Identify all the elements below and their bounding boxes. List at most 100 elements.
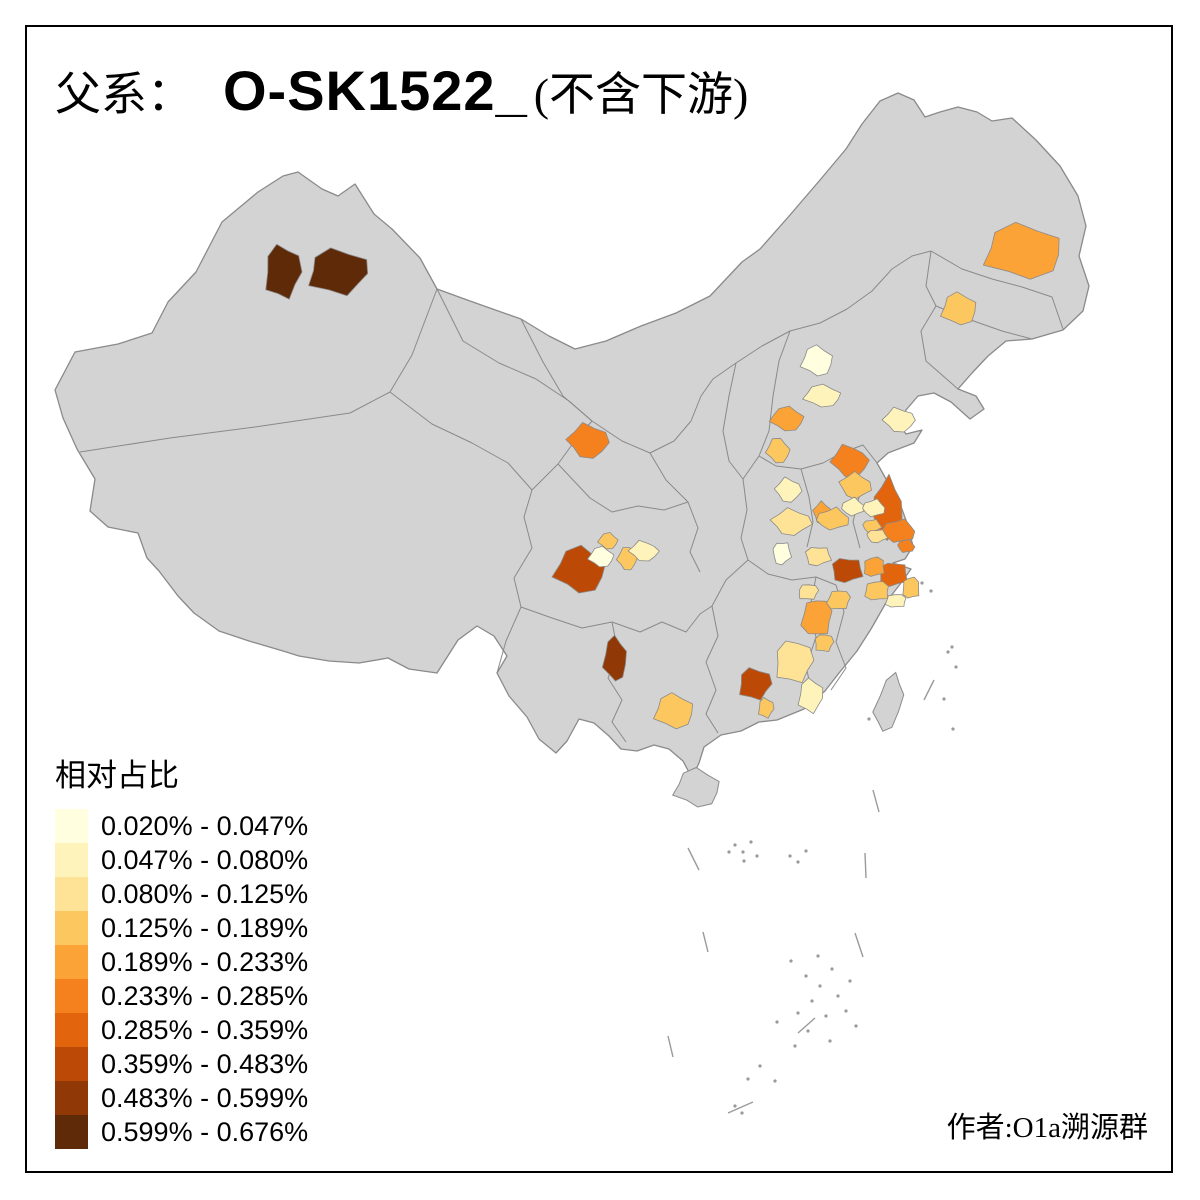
islet-dot	[929, 589, 933, 593]
province-border	[79, 288, 438, 453]
legend-item: 0.483% - 0.599%	[55, 1081, 308, 1115]
islet-dot	[954, 665, 958, 669]
map-region	[565, 422, 610, 459]
islet-dot	[773, 1079, 777, 1083]
page-title: 父系： O-SK1522_ (不含下游)	[55, 58, 748, 124]
legend-swatch	[55, 1013, 88, 1047]
province-border	[687, 501, 701, 573]
legend-swatch	[55, 877, 88, 911]
map-region	[653, 692, 693, 730]
islet-dot	[951, 727, 955, 731]
map-region	[826, 590, 851, 610]
islet-dot	[836, 994, 840, 998]
map-region	[799, 344, 833, 377]
map-region	[897, 538, 916, 553]
legend-item: 0.080% - 0.125%	[55, 877, 308, 911]
province-border	[520, 605, 713, 633]
map-region	[814, 634, 835, 652]
islet-dot	[854, 1024, 858, 1028]
islet-dot	[806, 1029, 810, 1033]
map-region	[862, 498, 886, 518]
province-border	[758, 444, 878, 470]
map-region	[776, 640, 815, 683]
islet-dot	[755, 854, 759, 858]
islet-dot	[796, 1011, 800, 1015]
legend-item: 0.047% - 0.080%	[55, 843, 308, 877]
islet-dot	[775, 1020, 779, 1024]
legend-swatch	[55, 1047, 88, 1081]
province-border	[520, 250, 932, 454]
province-border	[920, 250, 959, 390]
islet-dot	[818, 984, 822, 988]
map-region	[841, 496, 865, 517]
map-region	[597, 532, 619, 550]
legend-label: 0.285% - 0.359%	[101, 1015, 309, 1045]
legend-label: 0.483% - 0.599%	[101, 1083, 309, 1113]
province-border	[740, 478, 837, 586]
boundary-dash	[702, 931, 709, 953]
map-region	[864, 556, 885, 577]
island-taiwan	[872, 671, 905, 732]
legend-label: 0.189% - 0.233%	[101, 947, 309, 977]
map-region	[983, 221, 1060, 280]
islet-dot	[733, 1104, 737, 1108]
legend-item: 0.359% - 0.483%	[55, 1047, 308, 1081]
map-region	[768, 405, 805, 432]
islet-dot	[758, 1064, 762, 1068]
islet-dot	[816, 954, 820, 958]
legend-title: 相对占比	[55, 758, 179, 793]
islet-dot	[824, 1014, 828, 1018]
islet-dot	[828, 1039, 832, 1043]
map-region	[884, 594, 907, 608]
province-border	[930, 250, 1064, 330]
legend-item: 0.189% - 0.233%	[55, 945, 308, 979]
legend-label: 0.080% - 0.125%	[101, 879, 309, 909]
boundary-dash	[797, 1017, 816, 1034]
legend-label: 0.047% - 0.080%	[101, 845, 309, 875]
legend-swatch	[55, 809, 88, 843]
islet-dot	[740, 1111, 744, 1115]
legend-swatch	[55, 945, 88, 979]
legend-swatch	[55, 1115, 88, 1149]
map-region	[829, 443, 870, 478]
legend-swatch	[55, 843, 88, 877]
legend-label: 0.125% - 0.189%	[101, 913, 309, 943]
islet-dot	[950, 645, 954, 649]
boundary-dash	[667, 1035, 674, 1058]
map-region	[940, 291, 977, 326]
boundary-dash	[727, 1101, 754, 1114]
legend-items: 0.020% - 0.047% 0.047% - 0.080% 0.080% - 0…	[55, 809, 308, 1149]
islet-dot	[788, 854, 792, 858]
legend-item: 0.125% - 0.189%	[55, 911, 308, 945]
map-region	[769, 507, 813, 536]
legend-label: 0.020% - 0.047%	[101, 811, 309, 841]
map-region	[864, 581, 889, 601]
legend-swatch	[55, 979, 88, 1013]
map-region	[832, 558, 864, 583]
islet-dot	[749, 840, 753, 844]
islet-dot	[942, 697, 946, 701]
island-hainan	[671, 766, 720, 808]
islet-dot	[804, 974, 808, 978]
islet-dot	[848, 979, 852, 983]
author-credit: 作者:O1a溯源群	[946, 1112, 1148, 1144]
map-region	[765, 437, 791, 464]
legend-item: 0.020% - 0.047%	[55, 809, 308, 843]
boundary-dash	[872, 789, 880, 813]
map-region	[587, 545, 615, 568]
map-region	[902, 576, 920, 599]
map-region	[758, 697, 775, 719]
legend-swatch	[55, 1081, 88, 1115]
islet-dot	[793, 1044, 797, 1048]
province-border	[800, 468, 814, 548]
title-prefix: 父系：	[55, 69, 193, 120]
map-region	[265, 243, 303, 300]
legend-item: 0.285% - 0.359%	[55, 1013, 308, 1047]
province-border	[705, 559, 749, 734]
map-region	[805, 547, 832, 567]
islet-dot	[920, 581, 924, 585]
map-region	[627, 539, 660, 562]
map-region	[308, 247, 369, 297]
map-region	[866, 529, 889, 544]
